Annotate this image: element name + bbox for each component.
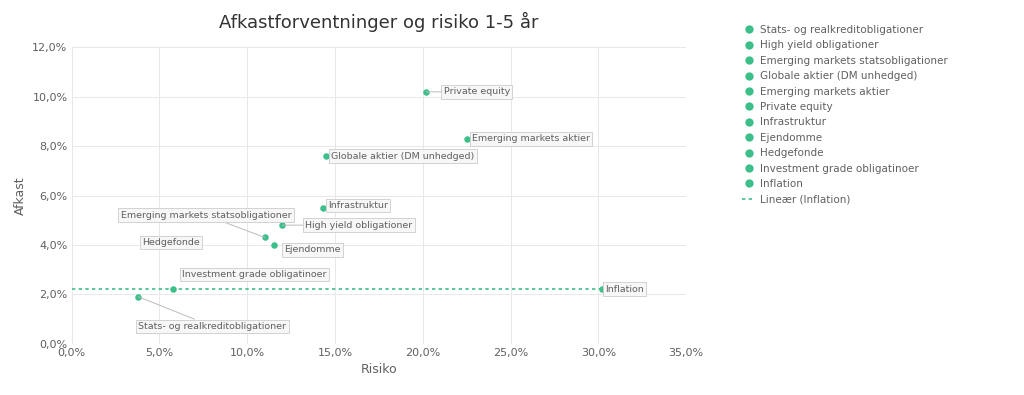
Legend: Stats- og realkreditobligationer, High yield obligationer, Emerging markets stat: Stats- og realkreditobligationer, High y… xyxy=(742,25,948,205)
Text: Afkastforventninger og risiko 1-5 år: Afkastforventninger og risiko 1-5 år xyxy=(219,12,539,32)
Text: Stats- og realkreditobligationer: Stats- og realkreditobligationer xyxy=(138,297,287,331)
Point xyxy=(418,89,434,95)
Point xyxy=(459,135,475,142)
Text: Infrastruktur: Infrastruktur xyxy=(328,201,388,210)
Text: Inflation: Inflation xyxy=(605,285,644,294)
Text: Ejendomme: Ejendomme xyxy=(284,245,341,254)
Point xyxy=(165,286,181,292)
Point xyxy=(130,293,146,300)
Text: Hedgefonde: Hedgefonde xyxy=(142,238,200,247)
Point xyxy=(257,234,273,241)
Point xyxy=(274,222,291,228)
Text: Emerging markets statsobligationer: Emerging markets statsobligationer xyxy=(121,211,292,237)
Text: Investment grade obligatinoer: Investment grade obligatinoer xyxy=(182,270,327,279)
Point xyxy=(160,239,176,246)
Text: Private equity: Private equity xyxy=(426,87,510,96)
Text: High yield obligationer: High yield obligationer xyxy=(283,221,413,229)
Point xyxy=(314,205,331,211)
Point xyxy=(318,153,335,159)
Text: Emerging markets aktier: Emerging markets aktier xyxy=(472,134,590,143)
Point xyxy=(594,286,610,292)
X-axis label: Risiko: Risiko xyxy=(360,363,397,376)
Text: Globale aktier (DM unhedged): Globale aktier (DM unhedged) xyxy=(332,152,475,160)
Point xyxy=(265,242,282,248)
Y-axis label: Afkast: Afkast xyxy=(13,176,27,215)
